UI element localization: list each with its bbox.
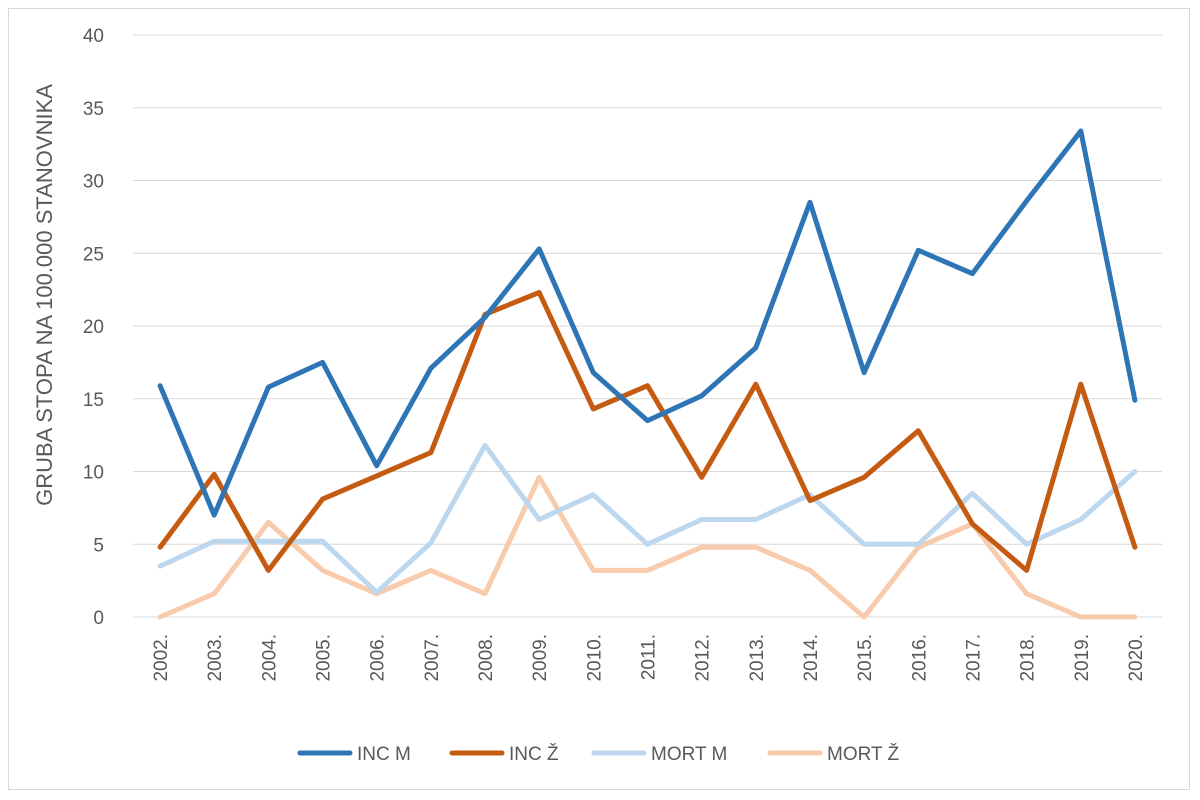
y-tick-label: 15	[83, 390, 104, 411]
y-tick-label: 30	[83, 172, 104, 193]
legend-item: INC Ž	[449, 743, 559, 765]
x-tick-label: 2018.	[1018, 634, 1039, 682]
series-line-inc-ž	[157, 290, 1138, 573]
x-tick-label: 2014.	[801, 634, 822, 682]
y-tick-label: 10	[83, 463, 104, 484]
y-tick-label: 40	[83, 26, 104, 47]
x-tick-label: 2012.	[693, 634, 714, 682]
x-tick-label: 2020.	[1126, 634, 1147, 682]
series-line-inc-m	[157, 128, 1138, 518]
legend-label: MORT M	[651, 744, 727, 765]
x-axis-ticks: 2002. 2003. 2004. 2005. 2006. 2007. 2008. 2009.…	[151, 634, 1147, 682]
series-line-mort-m	[157, 442, 1138, 595]
x-tick-label: 2011.	[639, 634, 660, 680]
x-tick-label: 2019.	[1072, 634, 1093, 682]
x-tick-label: 2006.	[368, 634, 389, 682]
x-tick-label: 2010.	[584, 634, 605, 682]
x-tick-label: 2013.	[747, 634, 768, 682]
x-tick-label: 2007.	[422, 634, 443, 682]
series-lines	[157, 128, 1138, 620]
legend-item: MORT M	[591, 744, 727, 765]
y-tick-label: 0	[93, 608, 104, 629]
x-tick-label: 2003.	[205, 634, 226, 682]
y-axis-ticks: 0 5 10 15 20 25 30 35 40	[83, 26, 104, 629]
x-tick-label: 2015.	[855, 634, 876, 682]
x-tick-label: 2016.	[909, 634, 930, 682]
series-line-mort-ž	[157, 474, 1138, 620]
x-tick-label: 2002.	[151, 634, 172, 682]
legend-item: INC M	[297, 744, 411, 765]
y-tick-label: 35	[83, 99, 104, 120]
y-tick-label: 5	[93, 535, 104, 556]
y-axis-title: GRUBA STOPA NA 100.000 STANOVNIKA	[32, 84, 57, 506]
x-tick-label: 2008.	[476, 634, 497, 682]
legend-label: INC M	[357, 744, 411, 765]
x-tick-label: 2005.	[314, 634, 335, 682]
y-tick-label: 25	[83, 244, 104, 265]
x-tick-label: 2009.	[530, 634, 551, 682]
legend-item: MORT Ž	[767, 743, 900, 765]
legend-label: MORT Ž	[827, 743, 900, 765]
legend: INC M INC Ž MORT M MORT Ž	[297, 743, 900, 765]
y-tick-label: 20	[83, 317, 104, 338]
x-tick-label: 2004.	[259, 634, 280, 682]
x-tick-label: 2017.	[963, 634, 984, 682]
legend-label: INC Ž	[509, 743, 559, 765]
